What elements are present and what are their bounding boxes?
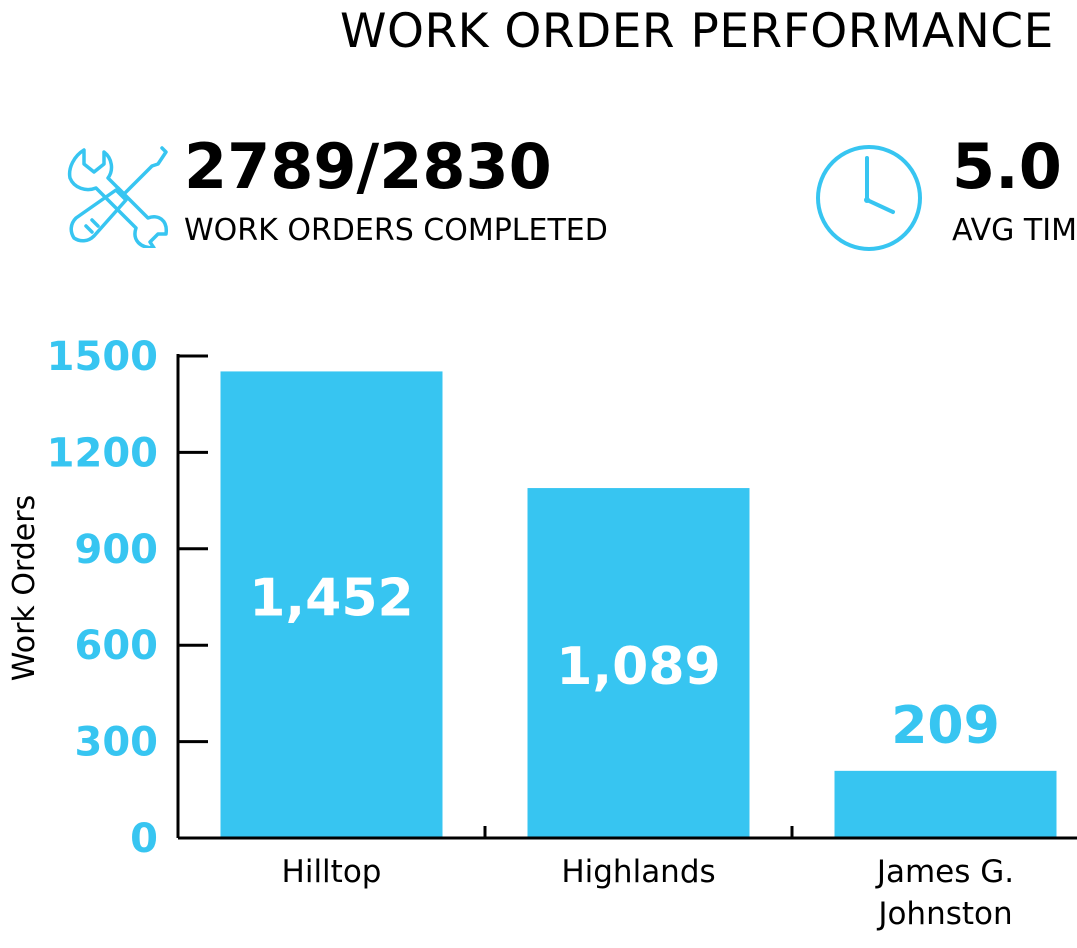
stat-completed: 2789/2830 WORK ORDERS COMPLETED	[184, 136, 608, 246]
y-tick-label: 600	[75, 623, 159, 669]
bar-value-label: 209	[891, 696, 1000, 756]
y-axis-title: Work Orders	[7, 495, 42, 681]
wrench-screwdriver-icon	[67, 146, 168, 248]
x-tick-label: James G.	[875, 854, 1014, 890]
bar-value-label: 1,089	[556, 637, 720, 697]
x-tick-label: Hilltop	[282, 854, 382, 890]
bar	[527, 488, 750, 838]
y-tick-label: 300	[75, 720, 159, 766]
stat-avg-time-label: AVG TIM	[952, 213, 1077, 248]
bar-value-label: 1,452	[249, 569, 413, 629]
clock-icon	[816, 145, 922, 251]
stat-completed-value: 2789/2830	[184, 130, 552, 203]
bar	[834, 770, 1057, 838]
y-tick-label: 0	[130, 816, 158, 862]
stat-avg-time: 5.0 I AVG TIM	[952, 136, 1077, 246]
x-tick-label: Johnston	[876, 896, 1012, 932]
y-tick-label: 900	[75, 527, 159, 573]
stat-completed-label: WORK ORDERS COMPLETED	[184, 213, 608, 248]
page-title: WORK ORDER PERFORMANCE	[340, 4, 1054, 59]
y-tick-label: 1500	[47, 334, 158, 380]
y-tick-label: 1200	[47, 430, 158, 476]
stat-avg-time-value: 5.0 I	[952, 130, 1077, 203]
bar	[220, 371, 443, 838]
x-tick-label: Highlands	[561, 854, 715, 890]
